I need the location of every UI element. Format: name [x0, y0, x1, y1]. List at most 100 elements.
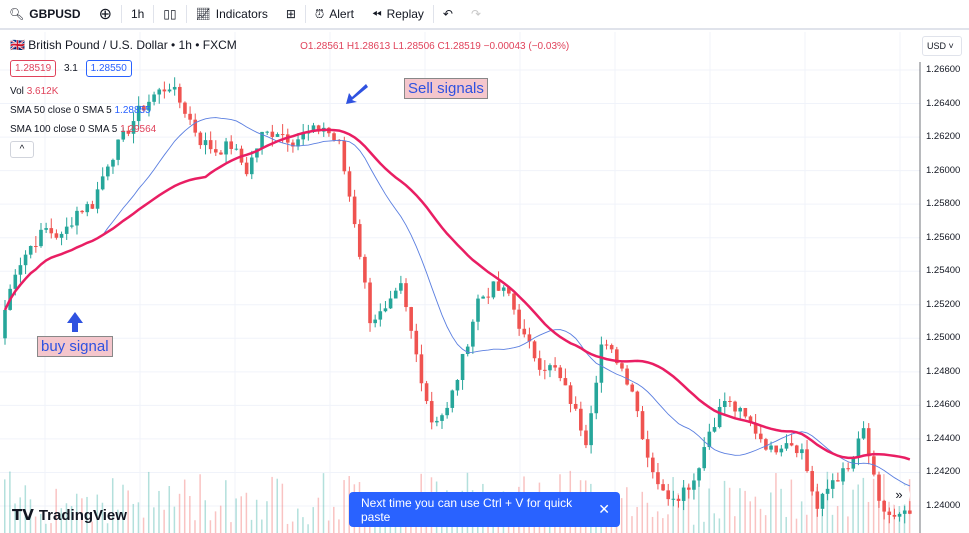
interval-button[interactable]: 1h	[130, 7, 145, 21]
candle-body	[445, 407, 449, 416]
volume-bar	[250, 519, 253, 533]
price-tick-label: 1.24000	[926, 499, 961, 511]
volume-bar	[132, 503, 135, 533]
price-tick-label: 1.25600	[926, 231, 961, 243]
candle-body	[49, 228, 54, 234]
candle-body	[728, 401, 732, 403]
volume-bar	[651, 516, 654, 533]
candle-body	[671, 498, 676, 500]
candle-body	[162, 89, 167, 92]
candle-body	[275, 134, 280, 137]
volume-bar	[219, 505, 222, 533]
sma100-legend: SMA 100 close 0 SMA 5 1.29564	[10, 124, 157, 135]
collapse-legend-button[interactable]: ^	[10, 141, 34, 158]
volume-bar	[626, 487, 628, 533]
candle-body	[877, 474, 881, 501]
volume-bar	[687, 485, 690, 533]
volume-bar	[281, 483, 284, 533]
candle-body	[774, 445, 778, 453]
symbol-search[interactable]: 🔍︎ GBPUSD	[9, 7, 81, 21]
alarm-icon: ⏰︎	[314, 6, 325, 21]
candle-body	[373, 319, 377, 324]
indicators-button[interactable]: 📈︎ Indicators	[195, 7, 268, 21]
candle-body	[95, 189, 100, 209]
sell-signal-label: Sell signals	[404, 78, 488, 99]
candle-body	[111, 159, 115, 167]
volume-bar	[646, 502, 649, 533]
candle-body	[784, 443, 789, 449]
volume-bar	[749, 501, 751, 533]
candle-body	[758, 433, 763, 440]
sma50-line	[97, 117, 911, 487]
close-icon[interactable]: ✕	[598, 501, 610, 517]
candle-body	[90, 204, 95, 209]
candle-body	[856, 438, 861, 458]
volume-bar	[327, 520, 330, 533]
candle-body	[75, 210, 79, 226]
grid-icon: ⊞	[285, 7, 296, 21]
chart-pane[interactable]: 🇬🇧︎ British Pound / U.S. Dollar • 1h • F…	[0, 32, 969, 533]
candle-body	[712, 427, 717, 432]
price-tick-label: 1.26000	[926, 164, 961, 176]
candle-body	[404, 283, 408, 308]
candle-body	[424, 383, 429, 402]
tradingview-logo[interactable]: 𝗧𝗩 TradingView	[12, 506, 127, 525]
volume-bar	[4, 479, 6, 533]
redo-button[interactable]: ↷	[462, 0, 490, 29]
layouts-button[interactable]: ⊞	[277, 0, 305, 29]
chart-type-button[interactable]: ▯▯	[154, 0, 185, 29]
candle-body	[676, 498, 681, 501]
candle-body	[496, 281, 501, 291]
candle-body	[579, 408, 583, 431]
volume-bar	[153, 507, 155, 533]
sma50-legend: SMA 50 close 0 SMA 5 1.28855	[10, 105, 151, 116]
compare-button[interactable]: ⊕	[90, 0, 121, 29]
volume-bar	[9, 471, 11, 533]
ohlc-values: O1.28561 H1.28613 L1.28506 C1.28519 −0.0…	[300, 41, 570, 52]
undo-button[interactable]: ↶	[434, 0, 462, 29]
volume-bar	[878, 495, 880, 533]
currency-select[interactable]: USD ˅	[922, 36, 962, 56]
candle-body	[522, 328, 527, 335]
volume-bar	[713, 513, 715, 533]
replay-button[interactable]: ⏪︎ Replay	[371, 6, 424, 22]
volume-bar	[528, 524, 530, 533]
candle-body	[167, 89, 172, 92]
buy-price-button[interactable]: 1.28550	[85, 60, 132, 77]
volume-bar	[656, 511, 659, 533]
candle-body	[260, 131, 264, 149]
candle-body	[54, 233, 59, 238]
candle-body	[635, 391, 640, 412]
volume-bar	[487, 524, 489, 533]
sell-price-button[interactable]: 1.28519	[10, 60, 57, 77]
volume-bar	[692, 524, 695, 533]
candle-body	[512, 293, 516, 310]
candle-body	[249, 157, 254, 175]
candle-body	[908, 510, 912, 514]
scroll-to-realtime-button[interactable]: »	[888, 484, 910, 506]
candle-body	[301, 133, 305, 140]
candle-body	[764, 439, 768, 450]
volume-bar	[795, 518, 798, 533]
volume-bar	[728, 487, 731, 533]
candle-body	[491, 281, 496, 298]
candle-body	[815, 491, 820, 509]
volume-bar	[821, 509, 823, 533]
price-tick-label: 1.24800	[926, 365, 961, 377]
volume-legend: Vol 3.612K	[10, 86, 59, 97]
volume-bar	[106, 523, 109, 533]
candle-body	[661, 484, 665, 491]
candle-body	[810, 471, 814, 492]
bid-ask-row: 1.28519 3.1 1.28550	[10, 60, 132, 77]
volume-bar	[39, 513, 42, 533]
volume-bar	[142, 517, 145, 533]
alert-button[interactable]: ⏰︎ Alert	[314, 6, 354, 22]
volume-bar	[857, 484, 859, 533]
candle-body	[748, 416, 753, 424]
candle-body	[836, 480, 840, 482]
volume-bar	[271, 476, 273, 533]
candle-body	[851, 457, 856, 469]
volume-bar	[744, 490, 746, 533]
candle-body	[157, 89, 162, 95]
redo-icon: ↷	[470, 7, 482, 21]
